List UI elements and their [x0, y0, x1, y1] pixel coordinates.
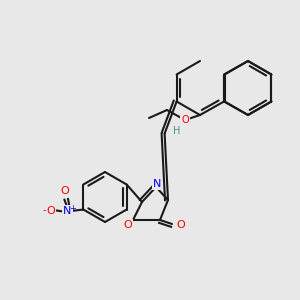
Text: O: O: [176, 220, 185, 230]
Text: O: O: [124, 220, 132, 230]
Text: H: H: [172, 127, 180, 136]
Text: O: O: [181, 115, 189, 125]
Text: N: N: [63, 206, 71, 217]
Text: -: -: [43, 206, 46, 215]
Text: O: O: [46, 206, 55, 215]
Text: N: N: [153, 179, 161, 189]
Text: O: O: [60, 187, 69, 196]
Text: +: +: [69, 204, 76, 213]
